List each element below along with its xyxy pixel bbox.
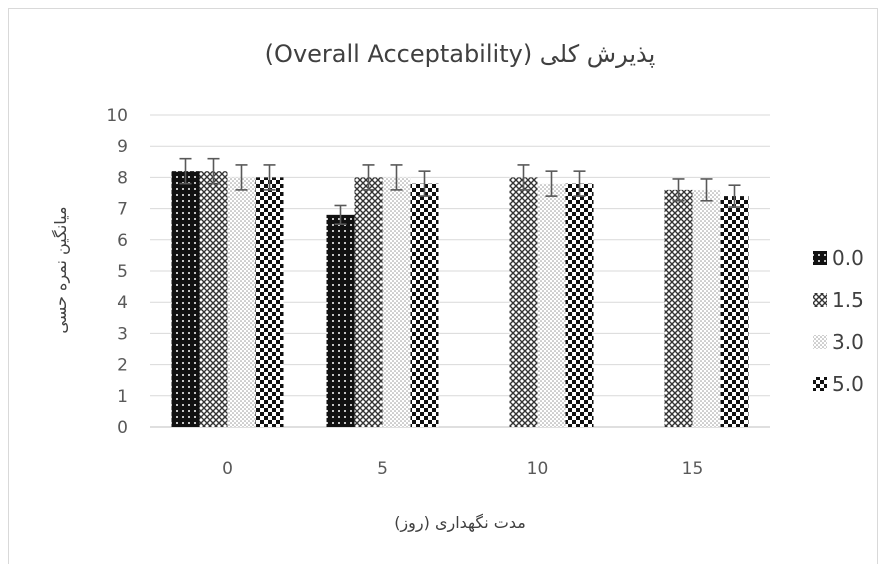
y-tick-label: 8 [117, 168, 128, 188]
bar-1-5-day-15 [664, 189, 693, 427]
bar-3-0-day-5 [382, 177, 411, 427]
bar-5-0-day-5 [410, 183, 439, 427]
legend-label-0-0: 0.0 [832, 246, 864, 270]
error-bar-5-0-day-10 [573, 170, 586, 197]
legend: 0.0 1.5 3.0 5.0 [813, 246, 864, 396]
error-bar-3-0-day-5 [390, 164, 403, 191]
error-bar-5-0-day-5 [418, 170, 431, 197]
bar-1-5-day-5 [354, 177, 383, 427]
error-bar-5-0-day-0 [263, 164, 276, 191]
x-axis-ticks: 0 5 10 15 [222, 459, 703, 479]
x-tick-label: 10 [527, 459, 549, 479]
bar-3-0-day-0 [227, 177, 256, 427]
x-tick-label: 0 [222, 459, 233, 479]
error-bars [179, 157, 741, 225]
error-bar-0-0-day-5 [334, 204, 347, 225]
error-bar-1-5-day-10 [517, 164, 530, 191]
error-bar-5-0-day-15 [728, 184, 741, 208]
y-axis-ticks: 0 1 2 3 4 5 6 7 8 9 10 [106, 106, 128, 438]
error-bar-3-0-day-15 [700, 178, 713, 202]
bar-5-0-day-15 [720, 196, 749, 427]
bar-1-5-day-10 [509, 177, 538, 427]
y-tick-label: 4 [117, 293, 128, 313]
error-bar-3-0-day-0 [235, 164, 248, 191]
x-tick-label: 15 [682, 459, 704, 479]
legend-swatch-3-0 [813, 335, 827, 349]
y-tick-label: 10 [106, 106, 128, 126]
error-bar-0-0-day-0 [179, 157, 192, 185]
x-tick-label: 5 [377, 459, 388, 479]
x-axis-title: مدت نگهداری (روز) [394, 513, 526, 533]
chart-title: پذیرش کلی (Overall Acceptability) [265, 40, 656, 68]
legend-label-1-5: 1.5 [832, 288, 864, 312]
bar-0-0-day-0 [171, 171, 200, 427]
y-tick-label: 6 [117, 231, 128, 251]
legend-label-5-0: 5.0 [832, 372, 864, 396]
chart-frame [8, 8, 878, 564]
y-tick-label: 0 [117, 418, 128, 438]
y-tick-label: 5 [117, 262, 128, 282]
bars [171, 171, 749, 427]
bar-3-0-day-15 [692, 189, 721, 427]
legend-label-3-0: 3.0 [832, 330, 864, 354]
y-tick-label: 7 [117, 200, 128, 220]
y-tick-label: 1 [117, 387, 128, 407]
error-bar-3-0-day-10 [545, 170, 558, 197]
bar-5-0-day-10 [565, 183, 594, 427]
error-bar-1-5-day-0 [207, 157, 220, 185]
y-axis-title: میانگین نمره حسی [51, 206, 71, 333]
bar-0-0-day-5 [326, 214, 355, 427]
y-tick-label: 9 [117, 137, 128, 157]
legend-swatch-0-0 [813, 251, 827, 265]
bar-1-5-day-0 [199, 171, 228, 427]
bar-5-0-day-0 [255, 177, 284, 427]
error-bar-1-5-day-15 [672, 178, 685, 202]
legend-swatch-1-5 [813, 293, 827, 307]
bar-3-0-day-10 [537, 183, 566, 427]
y-tick-label: 3 [117, 324, 128, 344]
legend-swatch-5-0 [813, 377, 827, 391]
y-tick-label: 2 [117, 356, 128, 376]
error-bar-1-5-day-5 [362, 164, 375, 191]
